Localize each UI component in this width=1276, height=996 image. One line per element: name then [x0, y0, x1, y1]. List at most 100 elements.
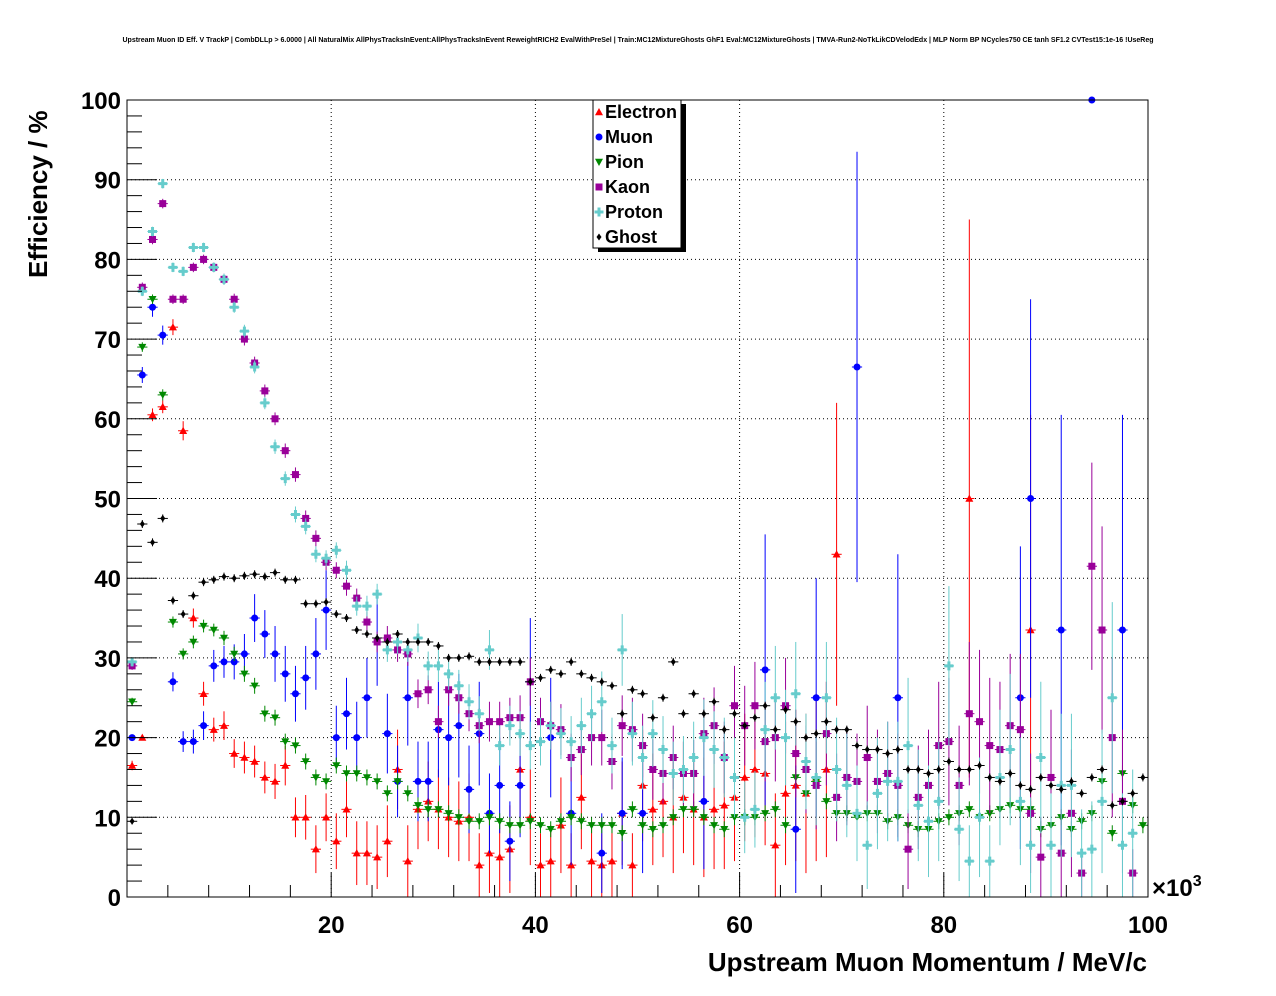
- data-point-pion: [271, 714, 280, 722]
- data-point-pion: [199, 622, 208, 631]
- data-point-electron: [403, 857, 412, 865]
- data-point-kaon: [230, 295, 238, 303]
- legend-marker-proton: [594, 207, 604, 217]
- data-point-electron: [832, 550, 841, 558]
- data-point-pion: [761, 810, 770, 818]
- data-point-electron: [322, 813, 331, 821]
- data-point-pion: [301, 758, 310, 766]
- y-tick-label: 10: [94, 805, 121, 832]
- data-point-pion: [669, 814, 678, 822]
- data-point-proton: [638, 753, 648, 763]
- data-point-muon: [353, 734, 361, 742]
- data-point-proton: [403, 645, 413, 655]
- data-point-pion: [362, 774, 371, 782]
- legend-entry-electron: Electron: [595, 102, 677, 122]
- data-point-ghost: [435, 642, 441, 650]
- legend-entry-ghost: Ghost: [596, 227, 657, 247]
- data-point-muon: [200, 722, 208, 730]
- data-point-proton: [321, 553, 331, 563]
- data-point-pion: [168, 618, 177, 627]
- legend-marker-muon: [595, 133, 603, 141]
- data-point-electron: [710, 805, 719, 813]
- data-point-pion: [679, 806, 688, 814]
- data-point-muon: [169, 678, 177, 686]
- data-point-muon: [189, 738, 197, 746]
- data-point-electron: [240, 753, 249, 761]
- data-point-kaon: [414, 690, 422, 698]
- data-point-pion: [985, 810, 994, 818]
- data-point-pion: [393, 778, 402, 786]
- series-proton: [127, 178, 1138, 897]
- data-point-pion: [444, 810, 453, 818]
- data-point-ghost: [1068, 777, 1074, 785]
- data-point-electron: [720, 801, 729, 809]
- data-point-pion: [587, 822, 596, 830]
- legend-label: Pion: [605, 152, 644, 172]
- data-point-kaon: [904, 845, 912, 853]
- data-point-muon: [639, 809, 647, 817]
- data-point-ghost: [609, 682, 615, 690]
- data-point-proton: [607, 741, 617, 751]
- data-point-muon: [149, 303, 157, 311]
- data-point-proton: [832, 764, 842, 774]
- data-point-pion: [607, 822, 616, 830]
- data-point-ghost: [354, 626, 360, 634]
- data-point-ghost: [333, 610, 339, 618]
- data-point-kaon: [965, 710, 973, 718]
- data-point-ghost: [313, 600, 319, 608]
- data-point-electron: [546, 857, 555, 865]
- data-point-pion: [567, 814, 576, 822]
- data-point-electron: [260, 773, 269, 781]
- data-point-kaon: [424, 686, 432, 694]
- x-multiplier-label: ×103: [1152, 873, 1202, 902]
- data-point-ghost: [1130, 789, 1136, 797]
- data-point-ghost: [834, 726, 840, 734]
- data-point-ghost: [558, 670, 564, 678]
- data-point-ghost: [1079, 789, 1085, 797]
- data-point-muon: [363, 694, 371, 702]
- data-point-ghost: [425, 638, 431, 646]
- y-tick-label: 50: [94, 487, 121, 514]
- data-point-ghost: [344, 614, 350, 622]
- data-point-kaon: [986, 742, 994, 750]
- data-point-pion: [781, 822, 790, 830]
- data-point-electron: [536, 861, 545, 869]
- data-point-pion: [699, 814, 708, 822]
- data-point-proton: [137, 286, 147, 296]
- data-point-muon: [424, 777, 432, 785]
- data-point-proton: [648, 729, 658, 739]
- data-point-ghost: [170, 597, 176, 605]
- data-point-proton: [811, 772, 821, 782]
- data-point-ghost: [660, 694, 666, 702]
- data-point-pion: [250, 682, 259, 690]
- data-point-proton: [515, 729, 525, 739]
- data-point-ghost: [292, 576, 298, 584]
- data-point-ghost: [1119, 797, 1125, 805]
- data-point-proton: [505, 721, 515, 731]
- data-point-ghost: [956, 765, 962, 773]
- data-point-ghost: [670, 658, 676, 666]
- data-point-electron: [750, 765, 759, 773]
- data-point-ghost: [190, 592, 196, 600]
- data-point-ghost: [946, 758, 952, 766]
- data-point-proton: [393, 637, 403, 647]
- data-point-kaon: [649, 765, 657, 773]
- data-point-proton: [801, 757, 811, 767]
- data-point-muon: [761, 666, 769, 674]
- data-point-proton: [525, 741, 535, 751]
- y-tick-label: 100: [81, 88, 121, 115]
- data-point-pion: [965, 806, 974, 814]
- data-point-ghost: [548, 666, 554, 674]
- data-point-ghost: [731, 710, 737, 718]
- data-point-proton: [290, 509, 300, 519]
- y-tick-label: 70: [94, 327, 121, 354]
- data-point-proton: [883, 776, 893, 786]
- data-point-muon: [414, 777, 422, 785]
- data-point-muon: [240, 650, 248, 658]
- data-point-proton: [1005, 745, 1015, 755]
- data-point-proton: [209, 262, 219, 272]
- data-point-electron: [230, 749, 239, 757]
- data-point-electron: [158, 402, 167, 411]
- data-point-proton: [239, 326, 249, 336]
